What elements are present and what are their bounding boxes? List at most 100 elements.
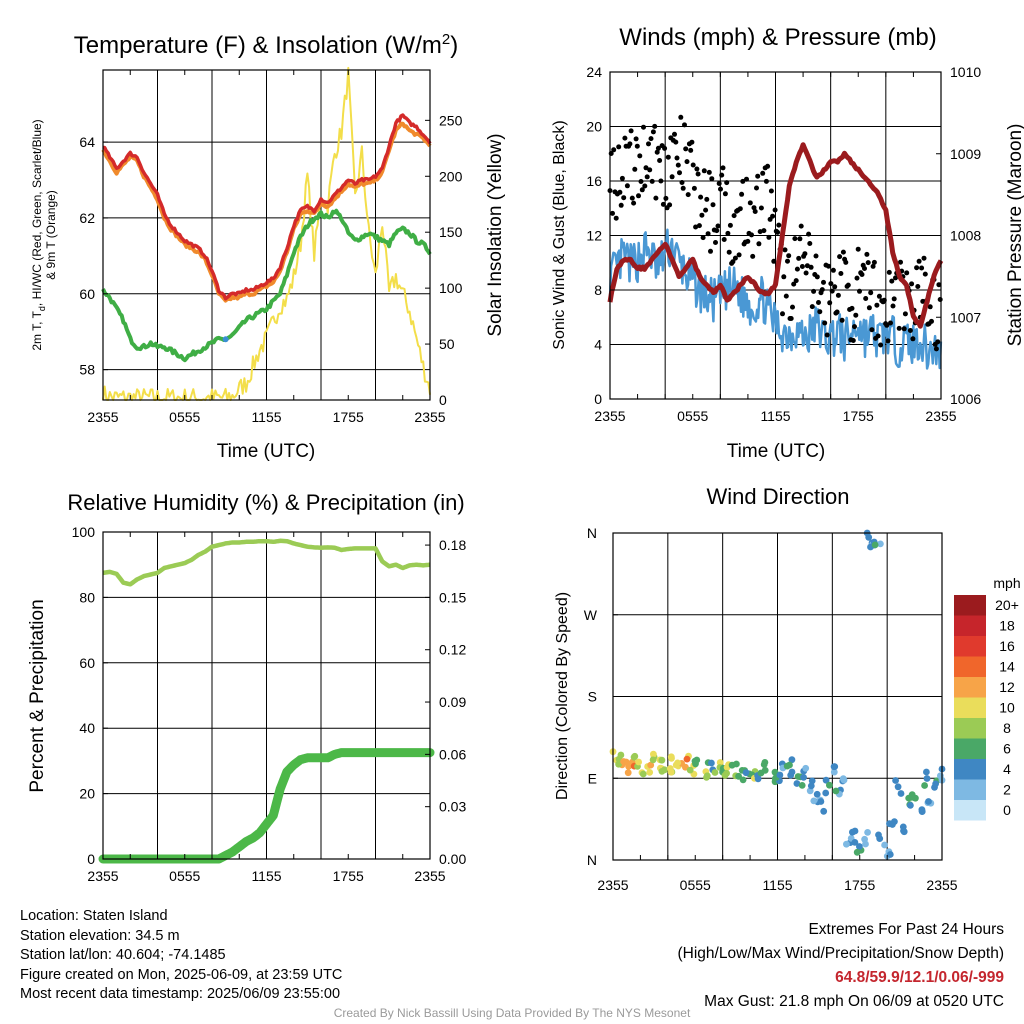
- gust-point: [771, 258, 777, 264]
- x-tick-label: 1755: [843, 408, 874, 424]
- colorbar-swatch: [954, 615, 986, 636]
- colorbar-label: 8: [1003, 720, 1011, 736]
- temperature-title: Temperature (F) & Insolation (W/m2): [74, 31, 458, 59]
- gust-point: [617, 189, 623, 195]
- gust-point: [824, 332, 830, 338]
- humidity-ylabel-left: Percent & Precipitation: [27, 599, 48, 792]
- direction-point: [871, 541, 879, 549]
- direction-point: [800, 774, 807, 781]
- direction-point: [918, 808, 926, 815]
- gust-point: [678, 114, 684, 120]
- humidity-title: Relative Humidity (%) & Precipitation (i…: [67, 490, 464, 515]
- y-tick-label-right: 0.09: [439, 694, 466, 710]
- gust-point: [785, 258, 790, 264]
- gust-point: [747, 200, 753, 206]
- direction-point: [832, 787, 840, 795]
- y-tick-label-right: 0.06: [439, 746, 466, 762]
- direction-point: [711, 769, 719, 776]
- gust-point: [639, 187, 645, 193]
- gust-point: [845, 282, 851, 288]
- gust-point: [624, 183, 630, 189]
- gust-point: [685, 192, 691, 198]
- gust-point: [658, 178, 664, 184]
- gust-point: [869, 327, 875, 333]
- gust-point: [669, 174, 675, 180]
- gust-point: [840, 249, 846, 255]
- gust-point: [927, 304, 933, 310]
- y-tick-label-left: 24: [586, 64, 602, 80]
- gust-point: [695, 171, 701, 177]
- gust-point: [859, 272, 865, 277]
- gust-point: [850, 338, 856, 343]
- gust-point: [791, 281, 797, 287]
- x-tick-label: 1755: [333, 409, 364, 425]
- gust-point: [857, 288, 862, 294]
- gust-point: [863, 296, 869, 301]
- direction-point: [739, 776, 747, 784]
- gust-point: [672, 131, 677, 137]
- direction-point: [761, 766, 769, 774]
- gust-point: [755, 173, 761, 179]
- x-tick-label: 0555: [677, 408, 708, 424]
- gust-point: [862, 266, 867, 271]
- colorbar-swatch: [954, 656, 986, 677]
- gust-point: [674, 155, 680, 161]
- colorbar-label: 20+: [995, 597, 1019, 613]
- direction-point: [630, 753, 638, 761]
- gust-point: [675, 162, 681, 168]
- direction-point: [635, 758, 642, 766]
- gust-point: [888, 320, 893, 326]
- gust-point: [819, 287, 825, 293]
- gust-point: [709, 176, 715, 182]
- gust-point: [703, 207, 709, 213]
- gust-point: [649, 178, 655, 184]
- direction-point: [897, 790, 905, 797]
- gust-point: [758, 205, 764, 211]
- x-tick-label: 1155: [762, 877, 792, 893]
- x-tick-label: 0555: [169, 868, 200, 884]
- gust-point: [786, 253, 792, 259]
- gust-point: [694, 166, 700, 172]
- gust-point: [776, 222, 782, 228]
- gust-point: [799, 264, 805, 269]
- direction-title: Wind Direction: [706, 484, 849, 509]
- hiwc-point: [222, 336, 229, 343]
- direction-point: [783, 762, 791, 770]
- gust-point: [806, 231, 812, 237]
- gust-point: [751, 205, 757, 211]
- gust-point: [736, 252, 742, 258]
- direction-point: [851, 839, 859, 846]
- gust-point: [632, 166, 638, 172]
- colorbar-swatch: [954, 759, 986, 780]
- direction-point: [658, 756, 666, 764]
- gust-point: [849, 305, 855, 311]
- x-tick-label: 2355: [87, 868, 118, 884]
- gust-point: [929, 318, 934, 324]
- winds-ylabel-right: Station Pressure (Maroon): [1005, 124, 1024, 347]
- gust-point: [693, 224, 699, 230]
- wind-line: [608, 228, 943, 370]
- direction-point: [840, 776, 848, 784]
- gust-point: [781, 274, 787, 280]
- gust-point: [792, 236, 798, 242]
- gust-point: [708, 248, 713, 254]
- gust-point: [830, 267, 836, 273]
- gust-point: [715, 223, 721, 229]
- x-tick-label: 1755: [844, 877, 875, 893]
- gust-point: [904, 270, 910, 276]
- extremes-info: Extremes For Past 24 Hours (High/Low/Max…: [678, 918, 1005, 1014]
- gust-point: [788, 316, 794, 321]
- gust-point: [768, 188, 774, 194]
- gust-point: [689, 139, 695, 145]
- gust-point: [874, 302, 880, 308]
- gust-point: [763, 178, 769, 184]
- direction-point: [875, 831, 882, 839]
- gust-point: [701, 168, 707, 174]
- gust-point: [890, 303, 896, 309]
- gust-point: [647, 167, 653, 173]
- gust-point: [756, 241, 762, 247]
- y-tick-label-left: 0: [87, 851, 95, 867]
- station-latlon: Station lat/lon: 40.604; -74.1485: [20, 947, 226, 963]
- gust-point: [914, 265, 920, 271]
- gust-point: [881, 297, 887, 303]
